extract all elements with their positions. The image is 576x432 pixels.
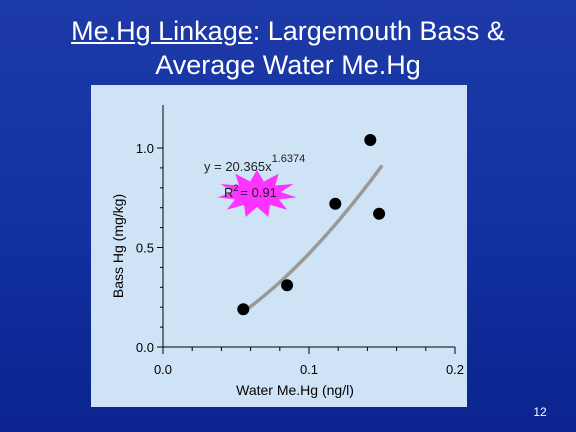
data-point: [281, 279, 294, 292]
r-squared-burst-shape: [217, 170, 297, 217]
title-line-1: Me.Hg Linkage: Largemouth Bass &: [0, 14, 576, 48]
y-tick-label: 0.5: [136, 241, 154, 256]
chart-panel: [91, 85, 467, 407]
equation-base-text: y = 20.365x: [204, 159, 272, 174]
y-axis-label: Bass Hg (mg/kg): [110, 194, 126, 298]
tick-labels: 0.0 0.5 1.0 0.0 0.1 0.2: [136, 141, 464, 377]
equation-exponent-text: 1.6374: [272, 153, 306, 165]
title-line-2: Average Water Me.Hg: [155, 50, 421, 80]
r-squared-r: R: [224, 185, 233, 200]
x-axis-label: Water Me.Hg (ng/l): [236, 382, 354, 398]
data-points: [237, 134, 386, 316]
data-point: [237, 303, 250, 316]
r-squared-sup: 2: [233, 183, 238, 193]
data-point: [364, 134, 377, 146]
equation-label: y = 20.365x1.6374: [204, 153, 305, 174]
x-tick-label: 0.0: [154, 362, 172, 377]
trendline: [241, 164, 384, 314]
r-squared-label: R2 = 0.91: [224, 183, 277, 200]
y-tick-label: 1.0: [136, 141, 154, 156]
title-rest-text: : Largemouth Bass &: [252, 16, 505, 46]
axis-ticks: [157, 147, 456, 354]
x-tick-label: 0.1: [300, 362, 318, 377]
y-tick-label: 0.0: [136, 340, 154, 355]
title-underlined-text: Me.Hg Linkage: [71, 16, 253, 46]
r-squared-value: = 0.91: [240, 185, 277, 200]
data-point: [373, 207, 386, 220]
page-number: 12: [533, 405, 547, 419]
data-point: [329, 197, 342, 210]
slide-title: Me.Hg Linkage: Largemouth Bass & Average…: [0, 14, 576, 82]
x-tick-label: 0.2: [446, 362, 464, 377]
